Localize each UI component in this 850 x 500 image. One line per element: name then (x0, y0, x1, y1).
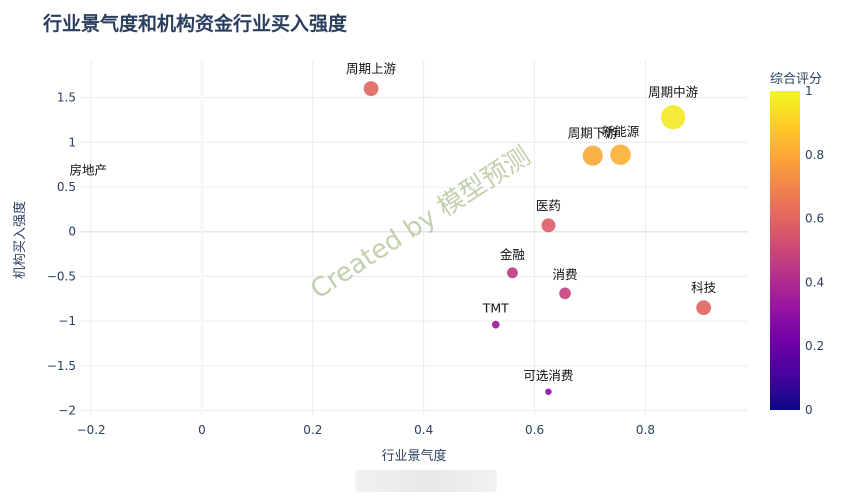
y-tick-label: 0 (68, 225, 76, 239)
x-tick-label: 0.8 (636, 423, 655, 437)
chart-title: 行业景气度和机构资金行业买入强度 (43, 13, 348, 35)
y-tick-label: −2 (58, 404, 76, 418)
grid-lines (80, 60, 748, 415)
x-tick-label: 0.2 (303, 423, 322, 437)
plot-background (80, 60, 748, 415)
y-tick-label: −1 (58, 314, 76, 328)
colorbar-tick-label: 0.8 (805, 148, 824, 162)
data-label: TMT (482, 300, 509, 315)
data-label: 房地产 (70, 163, 108, 178)
data-point (491, 319, 501, 330)
blurred-footer (355, 470, 497, 492)
data-point (660, 104, 687, 131)
data-point (609, 143, 632, 166)
x-tick-labels: −0.2 0 0.2 0.4 0.6 0.8 (77, 423, 655, 437)
data-label: 金融 (500, 247, 526, 262)
data-point (362, 80, 380, 97)
data-label: 周期上游 (346, 61, 397, 76)
data-label: 可选消费 (523, 368, 573, 383)
data-point (581, 144, 604, 167)
y-tick-label: 1.5 (57, 91, 76, 105)
colorbar (770, 91, 800, 410)
x-tick-label: 0.4 (414, 423, 433, 437)
x-tick-label: −0.2 (77, 423, 106, 437)
colorbar-tick-labels: 0 0.2 0.4 0.6 0.8 1 (805, 84, 824, 417)
x-axis-title: 行业景气度 (381, 448, 446, 464)
data-label: 消费 (553, 267, 578, 282)
y-tick-label: −0.5 (47, 269, 76, 283)
colorbar-tick-label: 0.2 (805, 339, 824, 353)
data-point (506, 266, 519, 280)
data-point (558, 286, 572, 301)
data-point (540, 217, 557, 234)
y-axis-title: 机构买入强度 (12, 201, 28, 279)
y-tick-label: −1.5 (47, 359, 76, 373)
x-tick-label: 0 (198, 423, 206, 437)
data-label: 周期中游 (648, 85, 699, 100)
data-points (362, 80, 712, 396)
colorbar-tick-label: 0 (805, 403, 813, 417)
data-point (544, 387, 553, 396)
colorbar-tick-label: 1 (805, 84, 813, 98)
x-tick-label: 0.6 (525, 423, 544, 437)
data-label: 医药 (536, 198, 561, 213)
y-tick-labels: 1.5 1 0.5 0 −0.5 −1 −1.5 −2 (47, 91, 76, 418)
data-label: 新能源 (602, 124, 640, 139)
data-label: 科技 (691, 280, 717, 295)
y-tick-label: 0.5 (57, 180, 76, 194)
colorbar-tick-label: 0.4 (805, 275, 824, 289)
data-label: 周期下游 (568, 125, 619, 140)
colorbar-title: 综合评分 (770, 72, 822, 87)
y-tick-label: 1 (68, 135, 76, 149)
colorbar-tick-label: 0.6 (805, 212, 824, 226)
data-point (695, 299, 712, 316)
